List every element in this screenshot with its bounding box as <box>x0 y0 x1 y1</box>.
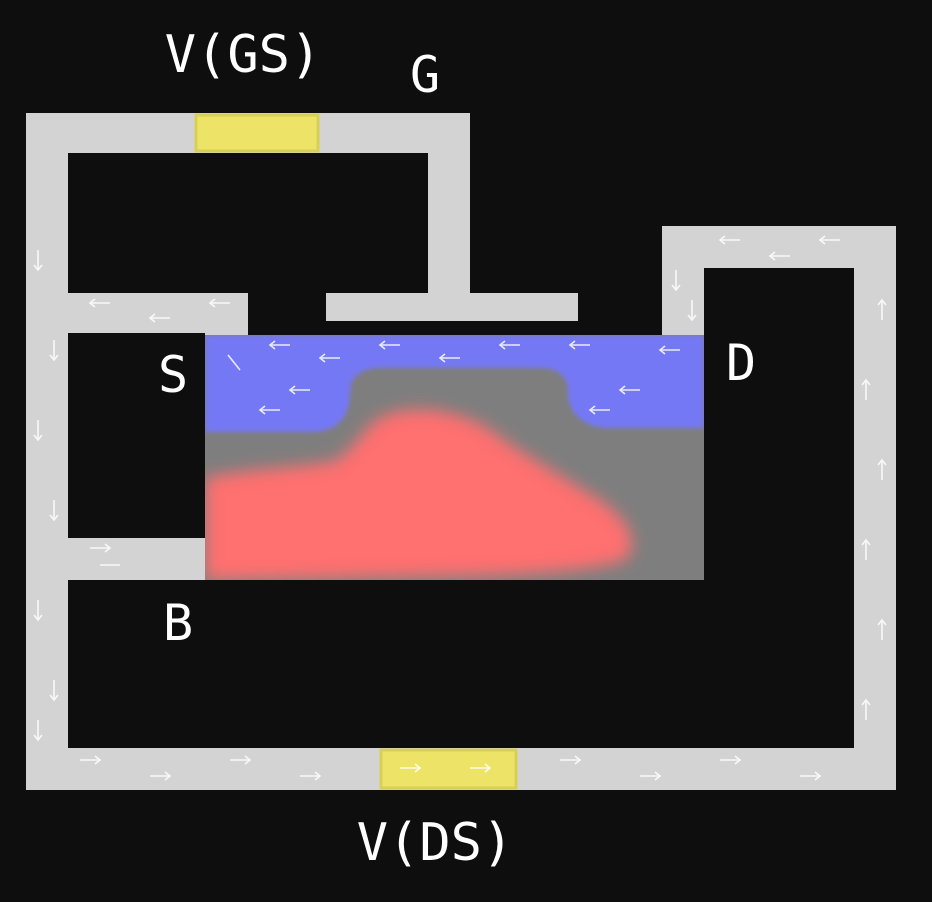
body-label: B <box>163 594 193 652</box>
semiconductor-slice <box>205 335 704 580</box>
n-channel <box>205 335 704 432</box>
vgs-voltage-source <box>194 113 320 153</box>
depletion-region <box>205 409 632 580</box>
vds-voltage-source <box>379 748 518 790</box>
source-label: S <box>158 346 188 404</box>
vds-label: V(DS) <box>357 813 514 873</box>
gate-label: G <box>410 46 440 104</box>
drain-label: D <box>726 334 756 392</box>
source-wire <box>26 293 248 335</box>
vgs-label: V(GS) <box>165 25 322 85</box>
body-wire <box>26 538 206 580</box>
drain-wire <box>26 226 896 790</box>
gate-electrode <box>326 293 578 321</box>
current-arrows <box>33 235 887 781</box>
